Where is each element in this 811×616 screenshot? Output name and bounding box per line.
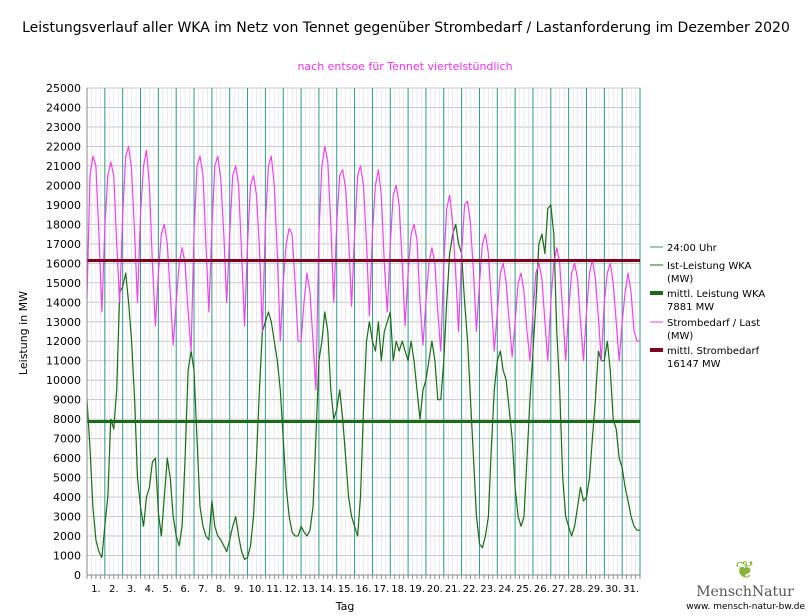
legend-label: 24:00 Uhr [667, 243, 718, 254]
x-tick-label: 1. [91, 584, 101, 595]
x-tick-label: 18. [391, 584, 407, 595]
wka-power-line [86, 204, 640, 560]
x-tick-label: 11. [266, 584, 282, 595]
x-tick-label: 5. [163, 584, 173, 595]
y-tick-label: 0 [74, 569, 81, 582]
x-tick-label: 2. [109, 584, 119, 595]
x-tick-label: 31. [623, 584, 639, 595]
x-tick-label: 23. [480, 584, 496, 595]
y-axis-label: Leistung in MW [17, 291, 30, 375]
chart-title: Leistungsverlauf aller WKA im Netz von T… [22, 20, 790, 36]
x-tick-label: 19. [409, 584, 425, 595]
logo: ❦ MenschNatur [696, 556, 794, 600]
y-tick-label: 11000 [46, 355, 81, 368]
x-tick-label: 30. [605, 584, 621, 595]
y-tick-label: 24000 [46, 101, 81, 114]
x-tick-label: 22. [463, 584, 479, 595]
x-tick-label: 4. [145, 584, 155, 595]
logo-text: MenschNatur [696, 584, 794, 600]
y-tick-label: 1000 [53, 550, 81, 563]
x-tick-label: 12. [284, 584, 300, 595]
x-tick-label: 26. [534, 584, 550, 595]
x-tick-label: 15. [338, 584, 354, 595]
x-tick-label: 16. [356, 584, 372, 595]
legend-label: Ist-Leistung WKA [667, 261, 752, 272]
y-tick-label: 3000 [53, 511, 81, 524]
x-tick-label: 21. [445, 584, 461, 595]
chart-subtitle: nach entsoe für Tennet viertelstündlich [297, 60, 512, 73]
y-tick-label: 18000 [46, 218, 81, 231]
x-tick-label: 8. [216, 584, 226, 595]
x-tick-label: 27. [552, 584, 568, 595]
legend-label-line2: (MW) [667, 331, 693, 342]
y-tick-label: 8000 [53, 413, 81, 426]
legend-label-line2: 7881 MW [667, 302, 714, 313]
x-tick-label: 17. [373, 584, 389, 595]
x-tick-label: 29. [587, 584, 603, 595]
y-tick-label: 23000 [46, 121, 81, 134]
y-tick-label: 20000 [46, 179, 81, 192]
y-tick-label: 19000 [46, 199, 81, 212]
website-url: www. mensch-natur-bw.de [686, 602, 805, 612]
x-tick-label: 3. [127, 584, 137, 595]
y-tick-label: 16000 [46, 257, 81, 270]
legend-label: mittl. Leistung WKA [667, 289, 765, 300]
y-tick-label: 5000 [53, 472, 81, 485]
x-tick-label: 13. [302, 584, 318, 595]
y-tick-label: 7000 [53, 433, 81, 446]
demand-line [86, 145, 640, 391]
x-tick-label: 10. [249, 584, 265, 595]
legend-label-line2: (MW) [667, 274, 693, 285]
x-tick-label: 25. [516, 584, 532, 595]
legend: 24:00 Uhr Ist-Leistung WKA (MW) mittl. Leis… [650, 243, 765, 370]
x-tick-label: 6. [180, 584, 190, 595]
y-tick-label: 4000 [53, 491, 81, 504]
y-tick-label: 13000 [46, 316, 81, 329]
y-tick-label: 15000 [46, 277, 81, 290]
ginkgo-leaf-icon: ❦ [735, 556, 755, 584]
legend-label: Strombedarf / Last [667, 318, 760, 329]
y-tick-label: 10000 [46, 374, 81, 387]
y-tick-label: 14000 [46, 296, 81, 309]
y-tick-label: 9000 [53, 394, 81, 407]
x-tick-label: 20. [427, 584, 443, 595]
x-tick-label: 14. [320, 584, 336, 595]
y-tick-label: 25000 [46, 82, 81, 95]
y-tick-label: 22000 [46, 140, 81, 153]
y-tick-label: 21000 [46, 160, 81, 173]
legend-label: mittl. Strombedarf [667, 346, 760, 357]
y-tick-label: 17000 [46, 238, 81, 251]
legend-label-line2: 16147 MW [667, 359, 721, 370]
x-tick-label: 28. [570, 584, 586, 595]
y-tick-label: 12000 [46, 335, 81, 348]
plot-area: 0 1000 2000 3000 4000 5000 6000 7000 8000 9000 100… [46, 82, 641, 595]
x-tick-label: 24. [498, 584, 514, 595]
y-tick-label: 6000 [53, 452, 81, 465]
x-tick-label: 9. [234, 584, 244, 595]
x-axis-label: Tag [335, 600, 355, 613]
y-tick-label: 2000 [53, 530, 81, 543]
x-tick-label: 7. [198, 584, 208, 595]
